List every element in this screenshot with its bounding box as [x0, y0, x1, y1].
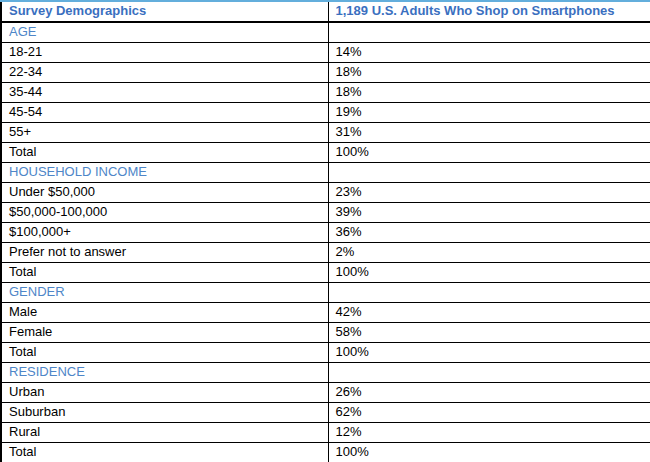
row-label: $50,000-100,000 [1, 203, 328, 223]
section-label: HOUSEHOLD INCOME [1, 163, 328, 183]
row-label: Total [1, 443, 328, 462]
table-row: Under $50,000 23% [1, 183, 650, 203]
table-row-total: Total 100% [1, 343, 650, 363]
row-label: Prefer not to answer [1, 243, 328, 263]
row-label: Male [1, 303, 328, 323]
row-value: 14% [328, 43, 650, 63]
table-row: Prefer not to answer 2% [1, 243, 650, 263]
section-label: GENDER [1, 283, 328, 303]
table-row: Rural 12% [1, 423, 650, 443]
row-label: Suburban [1, 403, 328, 423]
row-value: 18% [328, 83, 650, 103]
row-value: 100% [328, 343, 650, 363]
table-population-header: 1,189 U.S. Adults Who Shop on Smartphone… [328, 1, 650, 22]
section-header-residence: RESIDENCE [1, 363, 650, 383]
section-header-household-income: HOUSEHOLD INCOME [1, 163, 650, 183]
row-value: 100% [328, 143, 650, 163]
row-label: Female [1, 323, 328, 343]
row-label: Total [1, 143, 328, 163]
row-value: 100% [328, 263, 650, 283]
section-header-spacer [328, 163, 650, 183]
table-row: 55+ 31% [1, 123, 650, 143]
row-label: Total [1, 263, 328, 283]
section-header-age: AGE [1, 22, 650, 43]
demographics-data-table: Survey Demographics 1,189 U.S. Adults Wh… [0, 0, 650, 462]
row-value: 19% [328, 103, 650, 123]
row-label: 45-54 [1, 103, 328, 123]
survey-demographics-table: Survey Demographics 1,189 U.S. Adults Wh… [0, 0, 650, 462]
row-label: Total [1, 343, 328, 363]
row-label: 35-44 [1, 83, 328, 103]
table-row: $50,000-100,000 39% [1, 203, 650, 223]
section-header-gender: GENDER [1, 283, 650, 303]
table-row: Suburban 62% [1, 403, 650, 423]
table-header-row: Survey Demographics 1,189 U.S. Adults Wh… [1, 1, 650, 22]
row-value: 36% [328, 223, 650, 243]
row-value: 2% [328, 243, 650, 263]
row-value: 18% [328, 63, 650, 83]
row-value: 26% [328, 383, 650, 403]
row-label: Urban [1, 383, 328, 403]
table-row-total: Total 100% [1, 263, 650, 283]
table-row: Male 42% [1, 303, 650, 323]
row-value: 58% [328, 323, 650, 343]
table-row: Female 58% [1, 323, 650, 343]
row-value: 62% [328, 403, 650, 423]
table-row-total: Total 100% [1, 143, 650, 163]
row-label: 18-21 [1, 43, 328, 63]
section-header-spacer [328, 22, 650, 43]
row-value: 23% [328, 183, 650, 203]
section-header-spacer [328, 363, 650, 383]
row-label: 55+ [1, 123, 328, 143]
table-row: 35-44 18% [1, 83, 650, 103]
table-row-total: Total 100% [1, 443, 650, 462]
row-value: 39% [328, 203, 650, 223]
row-label: Rural [1, 423, 328, 443]
table-row: Urban 26% [1, 383, 650, 403]
table-row: $100,000+ 36% [1, 223, 650, 243]
row-label: Under $50,000 [1, 183, 328, 203]
row-value: 42% [328, 303, 650, 323]
section-label: RESIDENCE [1, 363, 328, 383]
table-row: 18-21 14% [1, 43, 650, 63]
section-label: AGE [1, 22, 328, 43]
row-label: $100,000+ [1, 223, 328, 243]
section-header-spacer [328, 283, 650, 303]
row-label: 22-34 [1, 63, 328, 83]
table-row: 22-34 18% [1, 63, 650, 83]
row-value: 100% [328, 443, 650, 462]
row-value: 31% [328, 123, 650, 143]
table-title: Survey Demographics [1, 1, 328, 22]
table-row: 45-54 19% [1, 103, 650, 123]
row-value: 12% [328, 423, 650, 443]
